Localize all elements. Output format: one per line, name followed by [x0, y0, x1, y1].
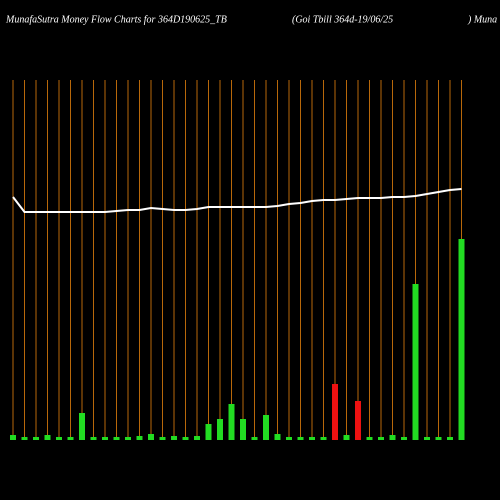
- bar: [194, 436, 200, 440]
- bar: [113, 437, 120, 440]
- bar: [274, 434, 281, 440]
- bar: [10, 435, 16, 440]
- chart-title: MunafaSutra Money Flow Charts for 364D19…: [5, 14, 227, 25]
- bar: [33, 437, 39, 440]
- bar: [378, 437, 384, 440]
- bar: [102, 437, 108, 440]
- bar: [44, 435, 51, 440]
- chart-subtitle: (Goi Tbill 364d-19/06/25: [292, 14, 393, 25]
- bar: [309, 437, 315, 440]
- bar: [355, 401, 361, 440]
- bar: [205, 424, 212, 440]
- bar: [263, 415, 269, 440]
- bar: [458, 239, 465, 440]
- bar: [389, 435, 396, 440]
- bar: [125, 437, 131, 440]
- bar: [401, 437, 407, 440]
- site-name: ) Muna: [467, 14, 497, 25]
- bar: [286, 437, 292, 440]
- bar: [21, 437, 28, 440]
- bar: [79, 413, 85, 440]
- bar: [182, 437, 189, 440]
- bar: [148, 434, 154, 440]
- bar: [136, 436, 143, 440]
- bar: [412, 284, 419, 440]
- bar: [251, 437, 258, 440]
- bar: [435, 437, 442, 440]
- bar: [424, 437, 430, 440]
- bar: [217, 419, 223, 440]
- bar: [56, 437, 62, 440]
- bar: [159, 437, 166, 440]
- money-flow-line: [12, 188, 462, 213]
- bar: [240, 419, 246, 440]
- bar: [228, 404, 235, 440]
- bar: [343, 435, 350, 440]
- bar: [332, 384, 338, 440]
- bar: [297, 437, 304, 440]
- bar: [320, 437, 327, 440]
- bar: [171, 436, 177, 440]
- bar: [90, 437, 97, 440]
- bar: [67, 437, 74, 440]
- bar: [447, 437, 453, 440]
- bar: [366, 437, 373, 440]
